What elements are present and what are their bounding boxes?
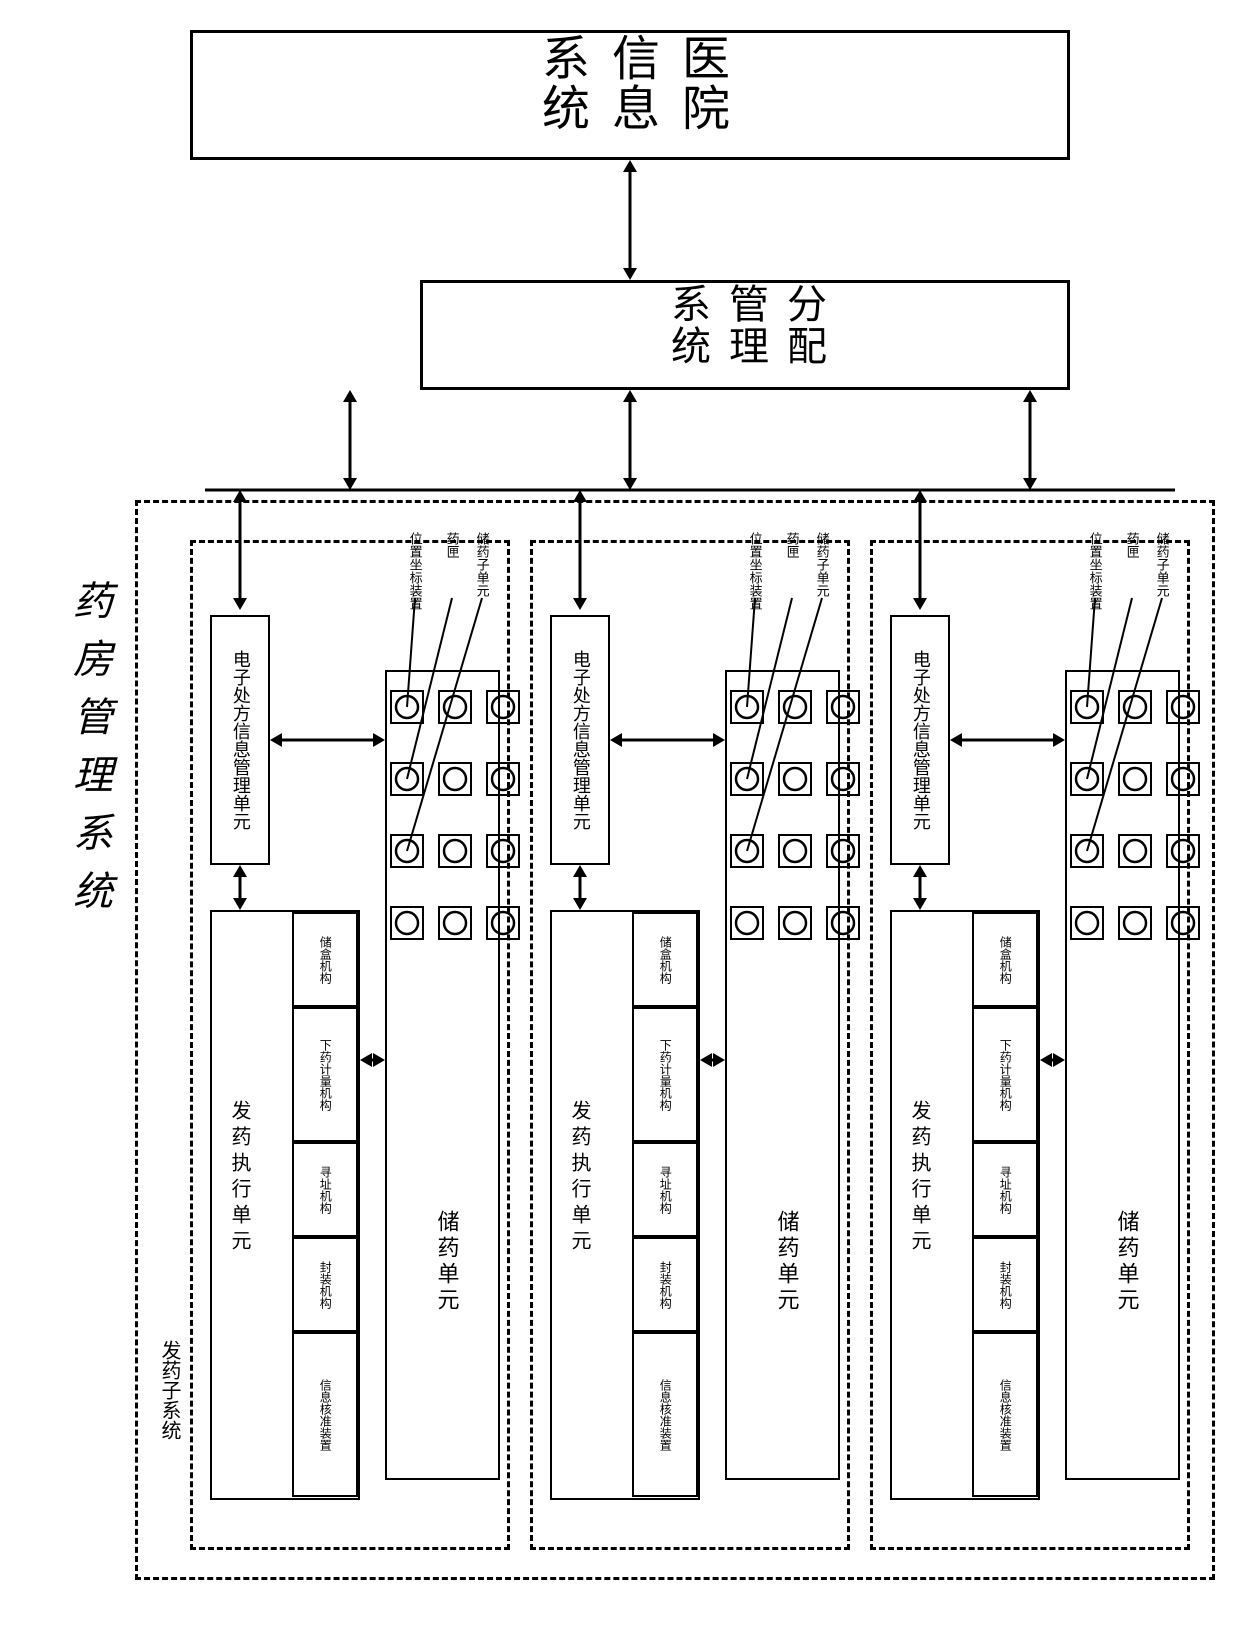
lead-label: 药匣	[445, 532, 460, 558]
lead-label: 储药子单元	[475, 532, 490, 597]
exec-item: 封装机构	[659, 1261, 672, 1309]
lead-label: 储药子单元	[1155, 532, 1170, 597]
storage-cell	[826, 834, 860, 868]
exec-item: 储盒机构	[999, 936, 1012, 984]
storage-cell	[486, 906, 520, 940]
dispensing-exec-unit: 发药执行单元	[568, 1100, 590, 1256]
storage-cell	[390, 906, 424, 940]
exec-item: 封装机构	[999, 1261, 1012, 1309]
storage-cell	[1118, 906, 1152, 940]
lead-label: 药匣	[785, 532, 800, 558]
exec-item: 下药计量机构	[999, 1039, 1012, 1111]
exec-item: 寻址机构	[659, 1166, 672, 1214]
storage-unit-label: 储药单元	[435, 1210, 460, 1314]
dispensing-exec-unit: 发药执行单元	[908, 1100, 930, 1256]
exec-item: 储盒机构	[319, 936, 332, 984]
rx-info-mgmt-unit: 电子处方信息管理单元	[230, 650, 250, 830]
dispensing-subsystem-label: 发药子系统	[158, 1340, 180, 1440]
exec-item: 封装机构	[319, 1261, 332, 1309]
distribution-mgmt-system: 分配管理系统	[658, 283, 832, 387]
lead-label: 药匣	[1125, 532, 1140, 558]
lead-label: 储药子单元	[815, 532, 830, 597]
exec-item: 下药计量机构	[319, 1039, 332, 1111]
storage-cell	[1070, 906, 1104, 940]
storage-unit-label: 储药单元	[1115, 1210, 1140, 1314]
exec-item: 信息核准装置	[999, 1379, 1012, 1451]
storage-cell	[486, 834, 520, 868]
storage-cell	[486, 762, 520, 796]
hospital-info-system: 医院信息系统	[525, 33, 735, 157]
exec-item: 储盒机构	[659, 936, 672, 984]
storage-cell	[826, 906, 860, 940]
storage-cell	[826, 762, 860, 796]
storage-cell	[1166, 762, 1200, 796]
dispensing-exec-unit: 发药执行单元	[228, 1100, 250, 1256]
rx-info-mgmt-unit: 电子处方信息管理单元	[570, 650, 590, 830]
exec-item: 寻址机构	[999, 1166, 1012, 1214]
rx-info-mgmt-unit: 电子处方信息管理单元	[910, 650, 930, 830]
storage-unit-label: 储药单元	[775, 1210, 800, 1314]
storage-cell	[778, 906, 812, 940]
storage-cell	[826, 690, 860, 724]
storage-cell	[1166, 906, 1200, 940]
storage-cell	[1166, 834, 1200, 868]
exec-item: 信息核准装置	[319, 1379, 332, 1451]
exec-item: 寻址机构	[319, 1166, 332, 1214]
storage-cell	[1166, 690, 1200, 724]
exec-item: 下药计量机构	[659, 1039, 672, 1111]
storage-cell	[438, 906, 472, 940]
exec-item: 信息核准装置	[659, 1379, 672, 1451]
storage-cell	[486, 690, 520, 724]
pharmacy-mgmt-system-label: 药房管理系统	[67, 580, 112, 928]
storage-cell	[730, 906, 764, 940]
